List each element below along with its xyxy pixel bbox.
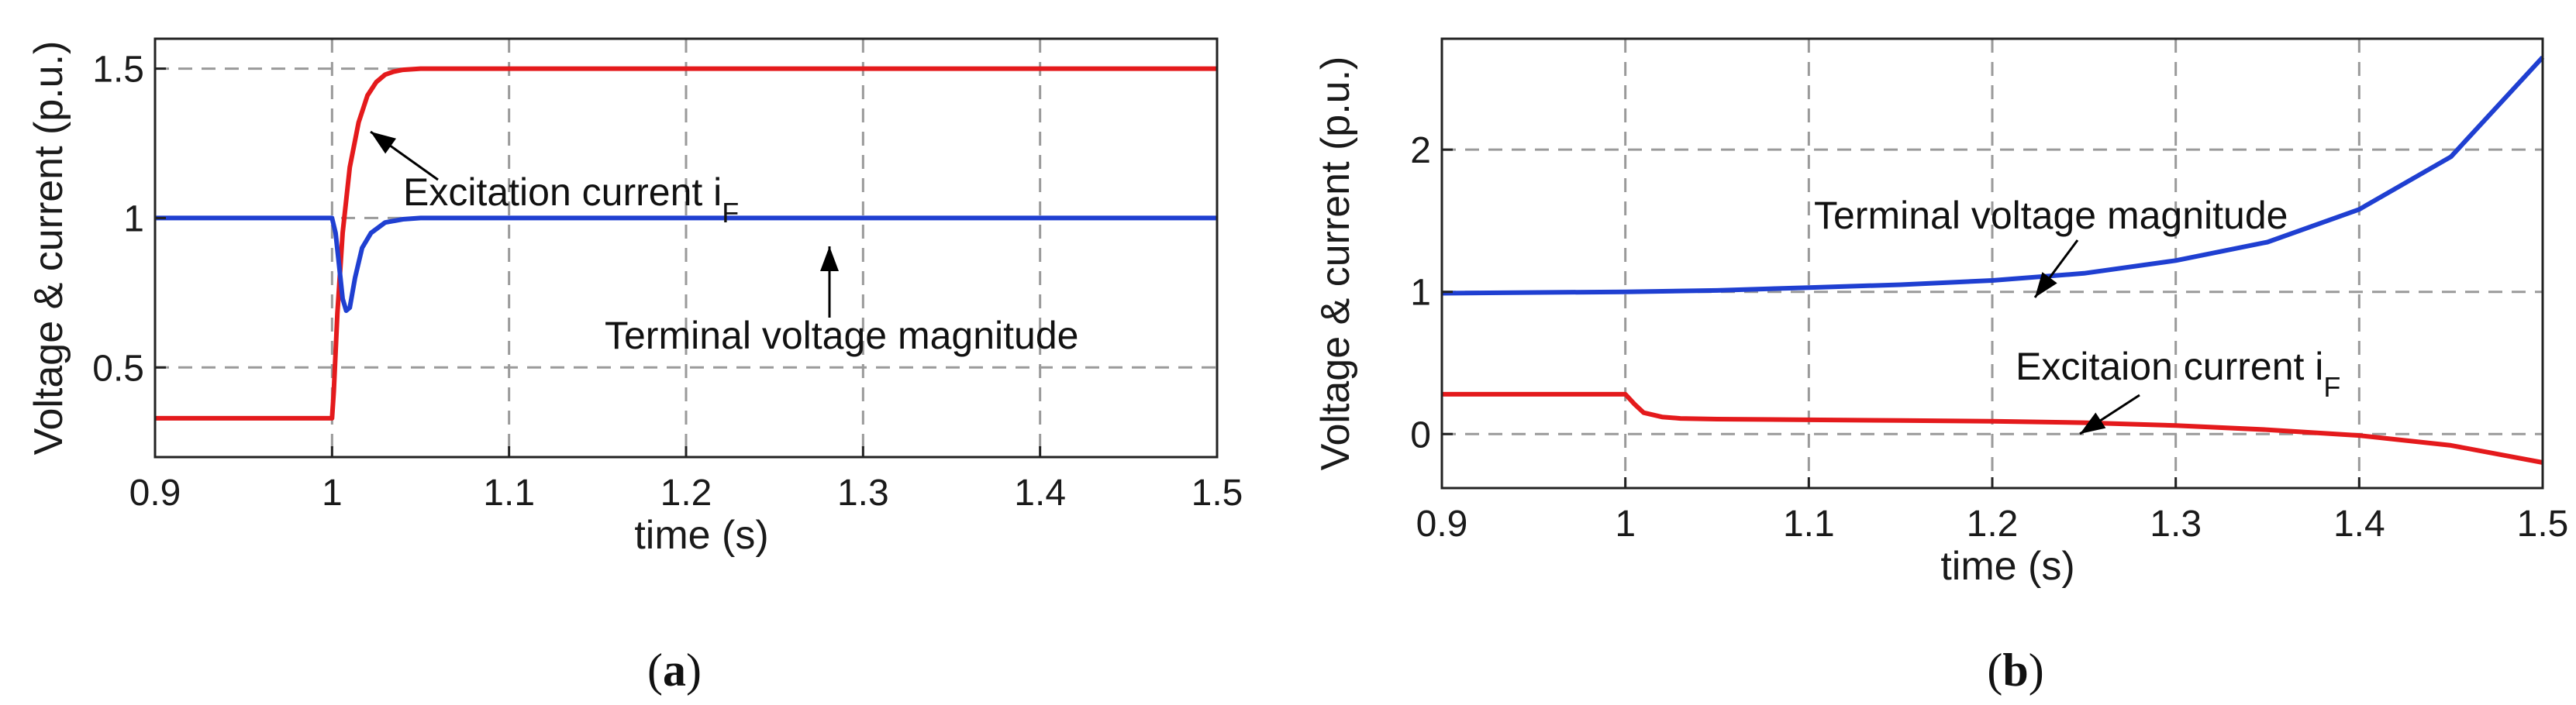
annotation-label: Terminal voltage magnitude [1814, 194, 2288, 237]
series-line-excitation [155, 66, 1217, 421]
x-tick-label: 1.3 [837, 473, 889, 514]
annotation-arrow [2079, 394, 2140, 435]
x-tick-label: 1 [1615, 504, 1636, 545]
y-tick-label: 0 [1410, 414, 1431, 456]
y-axis-label: Voltage & current (p.u.) [1313, 57, 1358, 471]
y-tick-label: 1 [123, 198, 144, 239]
annotation-arrow [2033, 239, 2079, 298]
annotation-arrow [370, 130, 439, 181]
chart-panel-a: 0.9 1 1.1 1.2 1.3 1.4 1.5 0.5 1 1.5 time (s) Voltag… [26, 37, 1243, 696]
panel-label: (a) [647, 645, 702, 696]
x-axis-label: time (s) [1940, 544, 2074, 589]
series-line-voltage [155, 215, 1217, 313]
chart-panel-b: 0.9 1 1.1 1.2 1.3 1.4 1.5 0 1 2 time (s) Voltage & … [1313, 37, 2569, 696]
y-tick-label: 1.5 [92, 50, 144, 91]
x-tick-label: 1.5 [1191, 473, 1243, 514]
x-tick-label: 1.4 [1014, 473, 1066, 514]
annotation-arrow [820, 246, 839, 318]
annotation-label: Excitation current iF [403, 170, 739, 229]
x-tick-label: 1.2 [660, 473, 712, 514]
x-tick-label: 1.1 [1783, 504, 1835, 545]
annotation-label: Terminal voltage magnitude [605, 314, 1078, 357]
x-tick-label: 0.9 [1416, 504, 1468, 545]
series-line-voltage [1441, 55, 2545, 296]
x-axis-label: time (s) [634, 513, 768, 558]
x-tick-label: 1 [322, 473, 343, 514]
panel-label: (b) [1987, 645, 2043, 696]
x-tick-label: 1.1 [483, 473, 535, 514]
x-tick-label: 1.5 [2517, 504, 2569, 545]
y-axis-label: Voltage & current (p.u.) [26, 41, 71, 456]
x-tick-label: 1.3 [2150, 504, 2202, 545]
y-tick-label: 0.5 [92, 348, 144, 389]
y-tick-label: 2 [1410, 130, 1431, 171]
x-tick-label: 0.9 [129, 473, 181, 514]
x-tick-label: 1.4 [2333, 504, 2385, 545]
series-line-excitation [1442, 391, 2543, 465]
annotation-label: Excitaion current iF [2016, 345, 2340, 403]
x-tick-label: 1.2 [1967, 504, 2019, 545]
y-tick-label: 1 [1410, 273, 1431, 314]
